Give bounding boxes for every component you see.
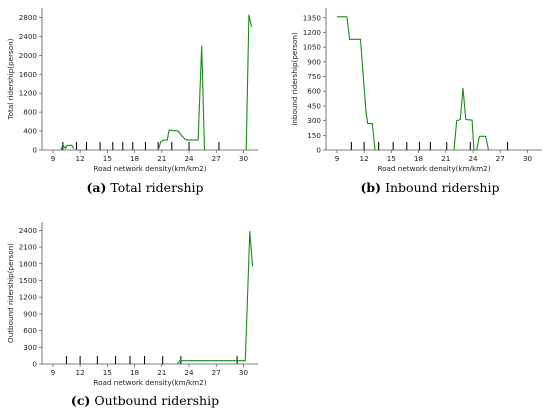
x-axis-label: Road network density(km/km2) <box>93 378 206 387</box>
y-tick-label: 0 <box>32 146 37 155</box>
y-tick-label: 0 <box>316 146 321 155</box>
y-axis-label: Total ridership(person) <box>6 38 15 120</box>
x-tick-label: 24 <box>184 368 194 377</box>
x-tick-label: 21 <box>157 154 166 163</box>
y-tick-label: 1500 <box>19 276 38 285</box>
y-tick-label: 1800 <box>19 259 38 268</box>
x-tick-label: 12 <box>76 154 85 163</box>
y-tick-label: 0 <box>32 360 37 369</box>
series-line-segment <box>176 230 254 365</box>
y-tick-label: 1200 <box>19 89 38 98</box>
y-tick-label: 1600 <box>19 70 38 79</box>
y-tick-label: 2000 <box>19 51 38 60</box>
x-tick-label: 30 <box>239 154 249 163</box>
x-tick-label: 15 <box>103 154 112 163</box>
y-axis-label: Inbound ridership(person) <box>290 32 299 126</box>
x-tick-label: 18 <box>130 368 140 377</box>
series-line-segment <box>336 16 376 151</box>
series-line-segment <box>245 14 253 151</box>
y-tick-label: 1200 <box>303 28 322 37</box>
x-tick-label: 9 <box>335 154 340 163</box>
y-tick-label: 400 <box>23 127 37 136</box>
panel-caption: (a) Total ridership <box>86 180 203 195</box>
y-tick-label: 600 <box>307 87 321 96</box>
x-axis-label: Road network density(km/km2) <box>93 164 206 173</box>
y-axis-label: Outbound ridership(person) <box>6 243 15 343</box>
y-tick-label: 150 <box>307 131 321 140</box>
panel-caption: (c) Outbound ridership <box>71 393 219 408</box>
y-tick-label: 900 <box>307 57 321 66</box>
y-tick-label: 1050 <box>303 43 322 52</box>
y-tick-label: 2400 <box>19 226 38 235</box>
y-tick-label: 1200 <box>19 293 38 302</box>
x-tick-label: 12 <box>76 368 85 377</box>
x-tick-label: 24 <box>184 154 194 163</box>
series-line-segment <box>60 144 75 151</box>
x-tick-label: 21 <box>157 368 166 377</box>
y-tick-label: 2400 <box>19 32 38 41</box>
y-tick-label: 450 <box>307 101 321 110</box>
y-tick-label: 800 <box>23 108 37 117</box>
chart-panel-c: 0 300 600 900 1200 1500 1800 2100 2400 9 12 15 18 21 2… <box>6 222 258 408</box>
x-tick-label: 27 <box>212 154 221 163</box>
series-line-segment <box>453 87 490 151</box>
x-tick-label: 9 <box>51 154 56 163</box>
caption-letter: (b) <box>361 180 382 195</box>
caption-text: Inbound ridership <box>381 180 499 195</box>
x-tick-label: 18 <box>130 154 140 163</box>
y-tick-label: 1350 <box>303 13 322 22</box>
x-tick-label: 24 <box>468 154 478 163</box>
x-tick-label: 15 <box>103 368 112 377</box>
caption-text: Outbound ridership <box>90 393 219 408</box>
x-tick-label: 27 <box>212 368 221 377</box>
series-line-segment <box>157 45 206 151</box>
y-tick-label: 300 <box>23 343 37 352</box>
y-tick-label: 300 <box>307 116 321 125</box>
y-tick-label: 2800 <box>19 13 38 22</box>
chart-panel-b: 0 150 300 450 600 750 900 1050 1200 1350 9 12 15 18 21… <box>290 8 542 195</box>
x-tick-label: 27 <box>496 154 505 163</box>
panel-caption: (b) Inbound ridership <box>361 180 500 195</box>
x-tick-label: 9 <box>51 368 56 377</box>
y-tick-label: 2100 <box>19 243 38 252</box>
x-tick-label: 12 <box>360 154 369 163</box>
caption-letter: (a) <box>86 180 106 195</box>
caption-letter: (c) <box>71 393 90 408</box>
chart-panel-a: 0 400 800 1200 1600 2000 2400 2800 9 12 15 18 21 24 27… <box>6 8 258 195</box>
x-tick-label: 30 <box>523 154 533 163</box>
x-tick-label: 15 <box>387 154 396 163</box>
x-tick-label: 18 <box>414 154 424 163</box>
y-tick-label: 600 <box>23 326 37 335</box>
caption-text: Total ridership <box>106 180 203 195</box>
y-tick-label: 750 <box>307 72 321 81</box>
x-tick-label: 30 <box>239 368 249 377</box>
x-axis-label: Road network density(km/km2) <box>377 164 490 173</box>
y-tick-label: 900 <box>23 309 37 318</box>
x-tick-label: 21 <box>441 154 450 163</box>
